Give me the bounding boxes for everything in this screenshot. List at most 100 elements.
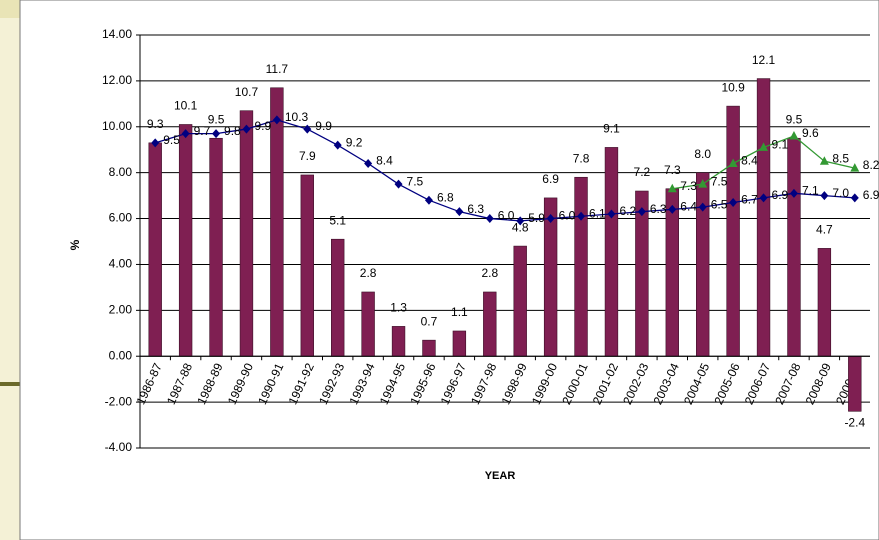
bar-value-label: 4.8 [512,220,529,234]
y-tick-label: 2.00 [109,303,133,317]
line-value-label: 6.2 [619,204,636,218]
line-value-label: 7.5 [711,174,728,188]
line-marker [850,163,860,172]
bar-value-label: 1.3 [390,301,407,315]
bar [483,291,497,357]
line-marker [789,130,799,140]
line-marker [181,129,190,139]
bar [178,124,193,357]
line-marker [577,211,586,221]
bar-value-label: 10.1 [174,99,198,113]
line-value-label: 6.3 [650,202,667,216]
y-axis-label: % [68,239,82,250]
bar-value-label: 6.9 [542,172,559,186]
line-marker [637,207,646,217]
y-tick-label: 8.00 [109,165,133,179]
line-value-label: 6.0 [498,209,515,223]
bar [787,137,801,357]
y-tick-label: 10.00 [102,119,132,133]
line-value-label: 6.9 [772,188,789,202]
line-marker [607,209,616,219]
bar [239,110,254,357]
bar [361,291,375,357]
bar [604,147,619,357]
bar-value-label: 2.8 [481,266,498,280]
y-tick-label: -2.00 [105,394,133,408]
bar [270,87,284,357]
line-value-label: 9.9 [254,119,271,133]
line-series [155,119,855,222]
line-marker [819,156,829,165]
bar [300,174,314,357]
line-value-label: 9.1 [772,138,789,152]
line-value-label: 8.2 [863,158,879,172]
line-value-label: 9.8 [224,124,241,138]
bar [817,248,832,357]
bar [422,339,436,357]
bar-value-label: 9.5 [786,112,803,126]
line-marker [333,140,342,150]
y-tick-label: 6.00 [109,211,133,225]
line-marker [424,195,433,205]
y-tick-label: -4.00 [105,440,133,454]
bar [148,142,162,357]
line-marker [820,191,829,201]
bar-value-label: 9.5 [208,112,225,126]
bar-value-label: 12.1 [752,53,776,67]
line-marker [668,204,677,214]
line-value-label: 6.3 [467,202,484,216]
bar [452,330,467,357]
line-marker [516,216,525,226]
slide-accent [0,382,20,386]
line-marker [698,179,708,188]
line-marker [789,188,798,198]
bar-value-label: 11.7 [266,62,289,76]
line-value-label: 5.9 [528,211,545,225]
line-marker [698,202,707,212]
line-marker [729,197,738,207]
y-tick-label: 4.00 [109,257,133,271]
line-marker [455,207,464,217]
line-value-label: 8.4 [376,154,393,168]
y-tick-label: 14.00 [102,27,132,41]
bar [391,326,406,357]
line-marker [850,193,859,203]
bar-value-label: 8.0 [694,147,711,161]
bar-value-label: 7.8 [573,151,590,165]
line-value-label: 6.1 [589,206,606,220]
line-value-label: 9.5 [163,133,180,147]
bar-value-label: -2.4 [844,415,865,429]
bar [331,238,345,357]
line-value-label: 6.0 [559,209,576,223]
x-axis-label: YEAR [485,470,516,482]
line-value-label: 9.2 [346,135,363,149]
line-marker [394,179,403,189]
bar-value-label: 7.2 [634,165,651,179]
line-value-label: 6.8 [437,190,454,204]
line-marker [303,124,312,134]
line-value-label: 6.5 [711,197,728,211]
line-value-label: 9.6 [802,126,819,140]
bar-value-label: 0.7 [421,314,438,328]
bar-value-label: 9.1 [603,122,620,136]
bar [848,355,862,412]
bar-value-label: 7.3 [664,163,681,177]
bar-value-label: 7.9 [299,149,316,163]
line-value-label: 7.1 [802,183,819,197]
line-value-label: 6.7 [741,193,758,207]
y-tick-label: 12.00 [102,73,132,87]
line-marker [759,142,769,151]
line-marker [272,115,281,125]
line-marker [728,158,738,167]
bar [513,245,527,357]
line-marker [151,138,160,148]
line-value-label: 8.5 [832,151,849,165]
bar [574,176,588,357]
y-tick-label: 0.00 [109,348,133,362]
line-value-label: 7.3 [680,179,697,193]
bar-value-label: 4.7 [816,223,833,237]
bar-value-label: 5.1 [329,213,346,227]
line-value-label: 8.4 [741,154,758,168]
